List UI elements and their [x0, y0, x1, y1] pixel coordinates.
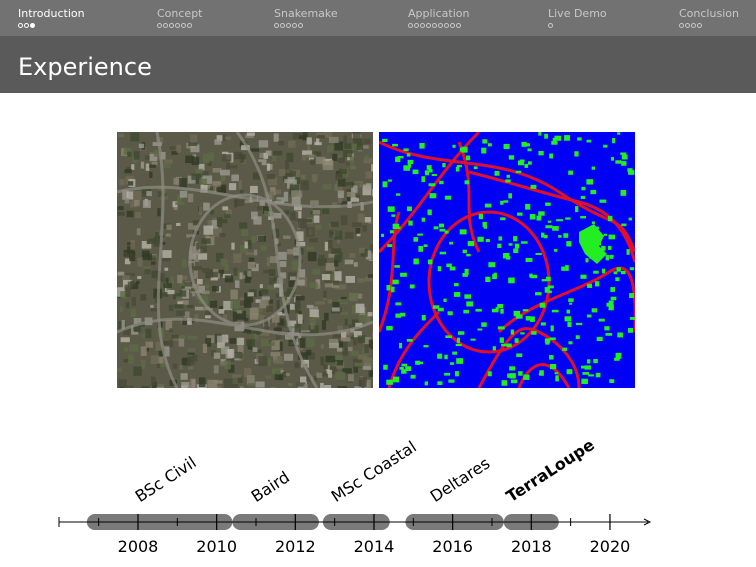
slide-dot[interactable] — [691, 23, 696, 28]
slide-dot[interactable] — [697, 23, 702, 28]
year-tick-label: 2010 — [196, 537, 238, 556]
slide-dots-snakemake[interactable] — [274, 23, 303, 28]
slide-dot[interactable] — [548, 23, 553, 28]
year-tick-label: 2018 — [510, 537, 552, 556]
year-tick-label: 2020 — [589, 537, 631, 556]
timeline — [58, 514, 652, 530]
slide-dot[interactable] — [679, 23, 684, 28]
slide-dot[interactable] — [175, 23, 180, 28]
slide-dot[interactable] — [408, 23, 413, 28]
slide-dot-current[interactable] — [30, 23, 35, 28]
slide-dot[interactable] — [426, 23, 431, 28]
slide-dots-introduction[interactable] — [18, 23, 35, 28]
slide-dots-application[interactable] — [408, 23, 461, 28]
slide-dot[interactable] — [286, 23, 291, 28]
slide-dot[interactable] — [432, 23, 437, 28]
year-tick-label: 2012 — [274, 537, 316, 556]
slide-dots-live-demo[interactable] — [548, 23, 553, 28]
slide-dot[interactable] — [18, 23, 23, 28]
frame-title-bar: Experience — [0, 36, 756, 93]
nav-section-live-demo[interactable]: Live Demo — [548, 7, 607, 20]
slide-dot[interactable] — [414, 23, 419, 28]
slide-dot[interactable] — [280, 23, 285, 28]
slide-dot[interactable] — [181, 23, 186, 28]
slide-dots-conclusion[interactable] — [679, 23, 702, 28]
slide-dot[interactable] — [187, 23, 192, 28]
slide-dot[interactable] — [450, 23, 455, 28]
nav-section-conclusion[interactable]: Conclusion — [679, 7, 739, 20]
axis-arrow — [643, 518, 652, 526]
slide-dot[interactable] — [24, 23, 29, 28]
slide-dot[interactable] — [444, 23, 449, 28]
slide-dot[interactable] — [420, 23, 425, 28]
nav-section-snakemake[interactable]: Snakemake — [274, 7, 338, 20]
slide-dots-concept[interactable] — [157, 23, 192, 28]
nav-section-concept[interactable]: Concept — [157, 7, 203, 20]
slide-title: Experience — [18, 53, 152, 81]
nav-section-introduction[interactable]: Introduction — [18, 7, 85, 20]
slide-dot[interactable] — [169, 23, 174, 28]
slide-dot[interactable] — [274, 23, 279, 28]
year-tick-label: 2008 — [117, 537, 159, 556]
section-navigation: Introduction Concept Snakemake Applicati… — [0, 0, 756, 36]
slide-dot[interactable] — [298, 23, 303, 28]
nav-section-application[interactable]: Application — [408, 7, 470, 20]
segmentation-mask-image — [379, 132, 635, 388]
slide-dot[interactable] — [685, 23, 690, 28]
year-tick-label: 2014 — [353, 537, 395, 556]
slide-dot[interactable] — [438, 23, 443, 28]
slide-dot[interactable] — [157, 23, 162, 28]
year-tick-label: 2016 — [432, 537, 473, 556]
slide-dot[interactable] — [163, 23, 168, 28]
slide-dot[interactable] — [456, 23, 461, 28]
aerial-image — [117, 132, 373, 388]
slide-dot[interactable] — [292, 23, 297, 28]
